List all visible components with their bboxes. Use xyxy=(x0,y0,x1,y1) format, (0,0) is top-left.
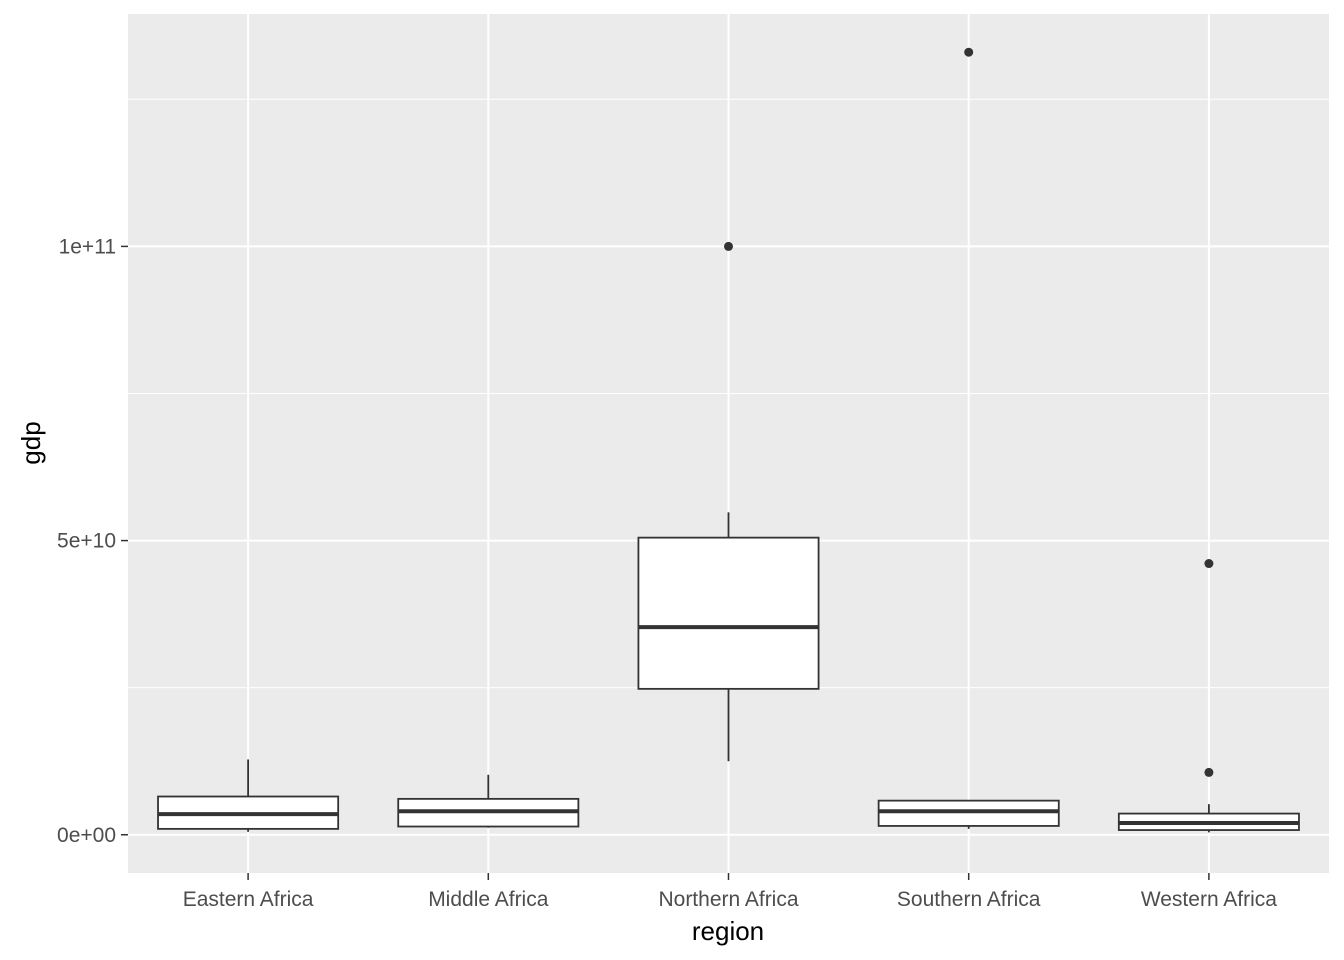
y-tick-label: 0e+00 xyxy=(57,824,116,847)
x-tick-label: Eastern Africa xyxy=(183,888,314,911)
box-layer xyxy=(157,47,1300,833)
box-eastern-africa xyxy=(157,759,340,832)
x-axis: Eastern Africa Middle Africa Northern Afri… xyxy=(183,873,1277,911)
y-tick-label: 5e+10 xyxy=(57,530,116,553)
outlier-point xyxy=(964,47,974,57)
box-body xyxy=(637,536,820,690)
box-western-africa xyxy=(1117,559,1300,833)
x-tick-label: Northern Africa xyxy=(658,888,798,911)
box-northern-africa xyxy=(637,241,820,762)
box-southern-africa xyxy=(877,47,1060,829)
outlier-point xyxy=(1204,767,1214,777)
x-tick-label: Western Africa xyxy=(1141,888,1277,911)
y-axis-title: gdp xyxy=(16,421,46,464)
box-middle-africa xyxy=(397,774,580,828)
y-axis: 0e+00 5e+10 1e+11 xyxy=(57,235,128,847)
outlier-point xyxy=(724,241,733,251)
y-tick-label: 1e+11 xyxy=(59,235,116,258)
x-axis-title: region xyxy=(692,916,764,946)
outlier-point xyxy=(1204,559,1214,569)
x-tick-label: Middle Africa xyxy=(428,888,549,911)
x-tick-label: Southern Africa xyxy=(897,888,1041,911)
box-body xyxy=(877,799,1060,827)
